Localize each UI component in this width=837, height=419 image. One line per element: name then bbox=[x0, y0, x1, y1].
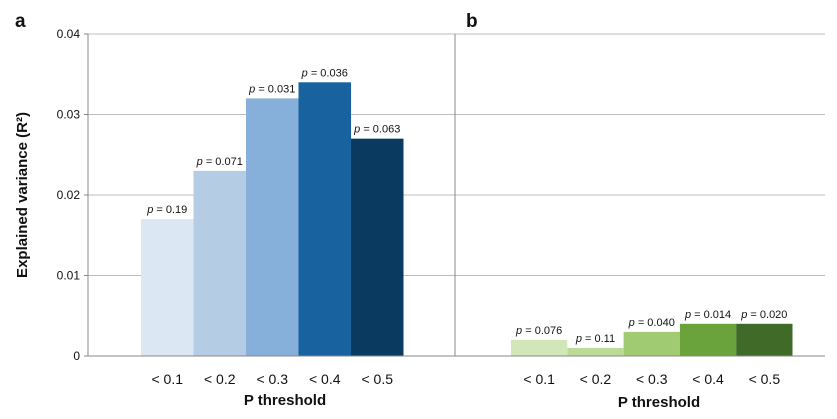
bar-p-value-label: p = 0.076 bbox=[515, 325, 562, 337]
bar-p-value-label: p = 0.031 bbox=[248, 83, 295, 95]
bar bbox=[193, 170, 246, 356]
category-label: < 0.2 bbox=[204, 371, 236, 387]
bar bbox=[351, 138, 404, 356]
category-label: < 0.2 bbox=[580, 371, 612, 387]
bar bbox=[298, 82, 351, 357]
bar bbox=[736, 323, 793, 356]
bar bbox=[623, 331, 680, 356]
x-axis-title-b: P threshold bbox=[618, 394, 700, 411]
panel-label-b: b bbox=[466, 11, 478, 32]
bar-p-value-label: p = 0.040 bbox=[628, 317, 675, 329]
bar bbox=[141, 219, 194, 356]
y-axis-title: Explained variance (R²) bbox=[14, 112, 31, 278]
category-label: < 0.3 bbox=[256, 371, 288, 387]
bar bbox=[567, 347, 624, 356]
category-label: < 0.1 bbox=[523, 371, 555, 387]
bar-p-value-label: p = 0.036 bbox=[301, 67, 348, 79]
bars bbox=[141, 82, 793, 357]
bar-p-value-label: p = 0.19 bbox=[146, 204, 187, 216]
category-label: < 0.4 bbox=[692, 371, 724, 387]
y-tick-label: 0.02 bbox=[57, 188, 81, 202]
bar-p-value-label: p = 0.071 bbox=[196, 156, 243, 168]
bar bbox=[679, 323, 737, 356]
category-label: < 0.5 bbox=[749, 371, 781, 387]
bar-p-value-label: p = 0.014 bbox=[684, 309, 731, 321]
bar-p-value-label: p = 0.020 bbox=[740, 309, 787, 321]
bar bbox=[511, 339, 568, 356]
bar-annotations: p = 0.19 p = 0.071 p = 0.031 p = 0.036 p = 0… bbox=[146, 67, 787, 345]
y-tick-label: 0.04 bbox=[57, 27, 81, 41]
panel-label-a: a bbox=[15, 11, 26, 32]
x-axis-title-a: P threshold bbox=[244, 392, 326, 409]
y-axis-ticks: 0 0.01 0.02 0.03 0.04 bbox=[57, 27, 88, 363]
category-label: < 0.4 bbox=[309, 371, 341, 387]
y-tick-label: 0 bbox=[73, 349, 80, 363]
bar bbox=[246, 98, 299, 357]
y-tick-label: 0.03 bbox=[57, 108, 81, 122]
category-labels: < 0.1 < 0.2 < 0.3 < 0.4 < 0.5 < 0.1 < 0.2 < 0.3… bbox=[151, 371, 780, 387]
bar-p-value-label: p = 0.11 bbox=[575, 333, 615, 345]
category-label: < 0.1 bbox=[151, 371, 183, 387]
category-label: < 0.3 bbox=[636, 371, 668, 387]
bar-p-value-label: p = 0.063 bbox=[353, 124, 400, 136]
y-tick-label: 0.01 bbox=[57, 269, 81, 283]
category-label: < 0.5 bbox=[361, 371, 393, 387]
